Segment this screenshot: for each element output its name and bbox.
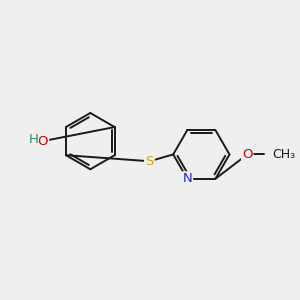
Text: CH₃: CH₃ bbox=[272, 148, 296, 161]
Text: O: O bbox=[38, 135, 48, 148]
Text: H: H bbox=[28, 134, 38, 146]
Text: S: S bbox=[145, 155, 154, 168]
Text: O: O bbox=[242, 148, 253, 161]
Text: N: N bbox=[182, 172, 192, 185]
